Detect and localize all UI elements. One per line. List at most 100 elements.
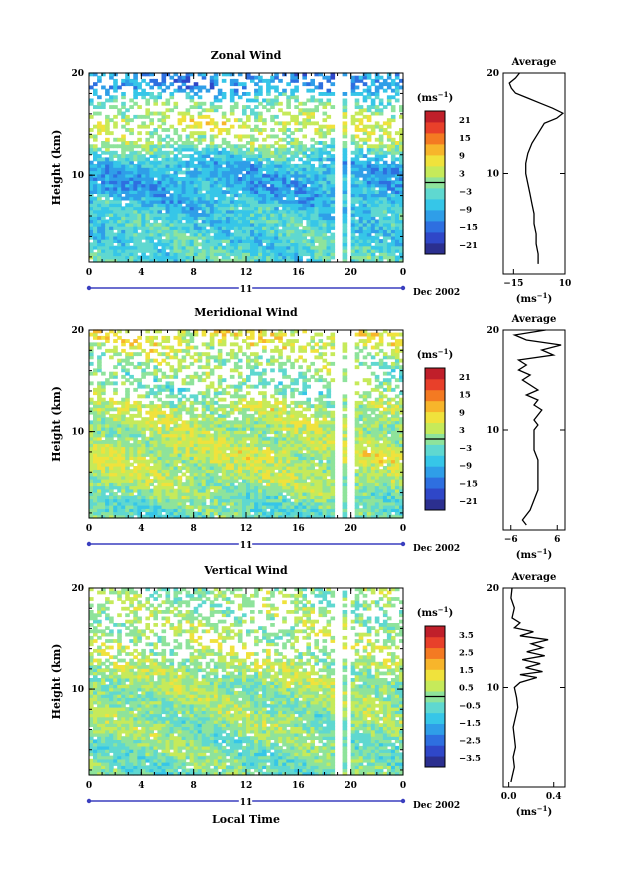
heatmap-cell xyxy=(129,508,134,513)
heatmap-cell xyxy=(153,111,158,116)
heatmap-cell xyxy=(242,449,247,454)
heatmap-cell xyxy=(153,258,158,263)
heatmap-cell xyxy=(229,466,235,470)
heatmap-cell xyxy=(129,206,134,211)
heatmap-cell xyxy=(290,216,295,221)
heatmap-cell xyxy=(101,252,106,257)
heatmap-cell xyxy=(233,101,239,106)
heatmap-cell xyxy=(246,118,251,123)
heatmap-cell xyxy=(153,505,158,509)
heatmap-cell xyxy=(169,469,175,474)
heatmap-cell xyxy=(125,222,130,227)
heatmap-cell xyxy=(270,505,275,509)
heatmap-cell xyxy=(149,482,154,487)
heatmap-cell xyxy=(382,469,388,474)
heatmap-cell xyxy=(282,222,287,227)
heatmap-cell xyxy=(237,482,243,487)
heatmap-cell xyxy=(193,124,199,129)
heatmap-cell xyxy=(229,183,235,188)
heatmap-cell xyxy=(282,177,287,181)
heatmap-cell xyxy=(157,150,162,155)
heatmap-cell xyxy=(354,199,360,204)
heatmap-cell xyxy=(294,173,299,178)
heatmap-cell xyxy=(330,235,336,240)
heatmap-cell xyxy=(370,492,376,496)
heatmap-cell xyxy=(209,177,215,181)
heatmap-cell xyxy=(314,206,319,211)
heatmap-cell xyxy=(262,235,267,240)
heatmap-cell xyxy=(362,72,368,77)
heatmap-cell xyxy=(201,209,207,214)
heatmap-cell xyxy=(97,466,102,470)
heatmap-cell xyxy=(221,492,227,496)
heatmap-cell xyxy=(358,121,364,126)
heatmap-cell xyxy=(314,453,319,457)
heatmap-cell xyxy=(209,173,215,178)
heatmap-cell xyxy=(302,498,307,503)
heatmap-cell xyxy=(262,105,267,109)
heatmap-cell xyxy=(221,472,227,477)
heatmap-cell xyxy=(217,508,223,513)
heatmap-cell xyxy=(326,459,332,464)
heatmap-cell xyxy=(362,209,368,214)
heatmap-cell xyxy=(342,242,348,247)
heatmap-cell xyxy=(326,222,332,227)
heatmap-cell xyxy=(298,199,303,204)
heatmap-cell xyxy=(374,255,380,260)
heatmap-cell xyxy=(358,485,364,490)
heatmap-cell xyxy=(105,258,110,263)
heatmap-cell xyxy=(274,482,279,487)
heatmap-cell xyxy=(250,180,255,185)
heatmap-cell xyxy=(193,498,199,503)
heatmap-cell xyxy=(125,505,130,509)
heatmap-cell xyxy=(185,193,191,198)
heatmap-cell xyxy=(298,514,303,519)
heatmap-cell xyxy=(173,154,179,158)
heatmap-cell xyxy=(101,501,106,506)
heatmap-cell xyxy=(237,255,243,260)
heatmap-cell xyxy=(386,514,392,519)
heatmap-cell xyxy=(237,232,243,237)
heatmap-cell xyxy=(153,459,158,464)
heatmap-cell xyxy=(201,196,207,201)
heatmap-cell xyxy=(197,101,203,106)
heatmap-cell xyxy=(394,206,400,211)
heatmap-cell xyxy=(141,443,146,448)
heatmap-cell xyxy=(254,514,259,519)
heatmap-cell xyxy=(149,206,154,211)
heatmap-cell xyxy=(117,449,122,454)
heatmap-cell xyxy=(165,482,171,487)
heatmap-cell xyxy=(366,114,372,119)
heatmap-cell xyxy=(93,157,98,162)
heatmap-cell xyxy=(278,144,283,149)
heatmap-cell xyxy=(181,456,187,461)
heatmap-cell xyxy=(205,177,211,181)
heatmap-cell xyxy=(350,88,356,93)
heatmap-cell xyxy=(173,252,179,257)
heatmap-cell xyxy=(374,203,380,208)
heatmap-cell xyxy=(294,226,299,230)
heatmap-cell xyxy=(262,255,267,260)
heatmap-cell xyxy=(310,511,315,516)
heatmap-cell xyxy=(330,216,336,221)
heatmap-cell xyxy=(246,114,251,119)
heatmap-cell xyxy=(225,118,231,123)
heatmap-cell xyxy=(125,495,130,500)
heatmap-cell xyxy=(322,203,328,208)
heatmap-cell xyxy=(254,505,259,509)
heatmap-cell xyxy=(177,209,183,214)
heatmap-cell xyxy=(378,248,384,253)
heatmap-cell xyxy=(109,446,114,451)
heatmap-cell xyxy=(125,229,130,234)
heatmap-cell xyxy=(242,144,247,149)
heatmap-cell xyxy=(250,216,255,221)
heatmap-cell xyxy=(153,82,158,87)
heatmap-cell xyxy=(302,206,307,211)
heatmap-cell xyxy=(217,252,223,257)
heatmap-cell xyxy=(382,219,388,224)
heatmap-cell xyxy=(250,75,255,80)
heatmap-cell xyxy=(177,193,183,198)
heatmap-cell xyxy=(362,216,368,221)
heatmap-cell xyxy=(169,206,175,211)
heatmap-cell xyxy=(390,108,396,113)
